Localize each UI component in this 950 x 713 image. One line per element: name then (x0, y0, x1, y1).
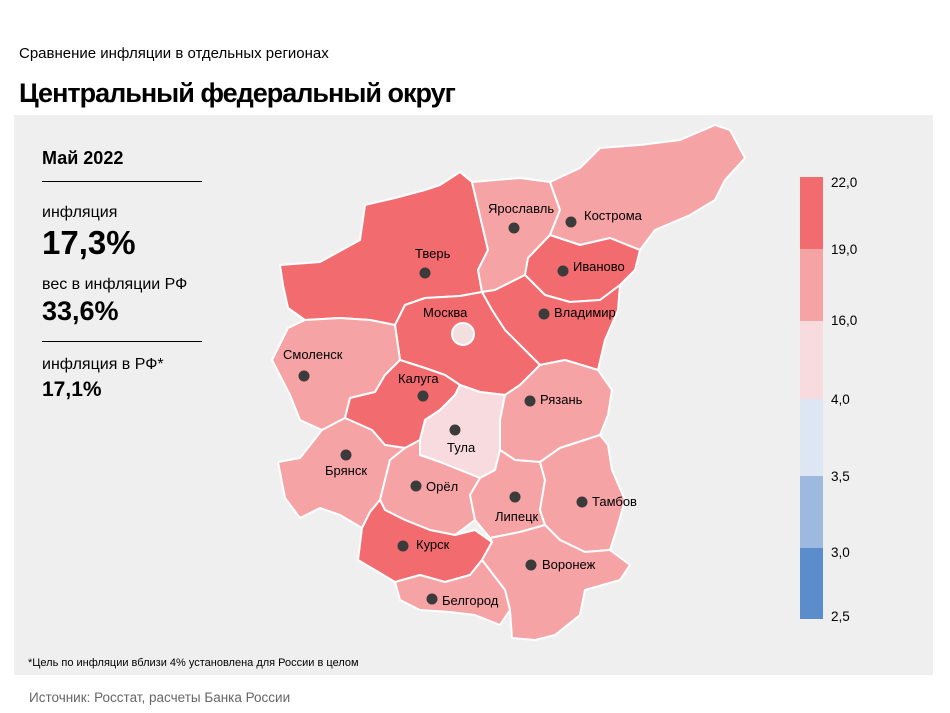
city-marker (576, 496, 588, 508)
city-marker (509, 491, 521, 503)
legend-tick: 19,0 (831, 242, 857, 257)
city-marker (426, 593, 438, 605)
city-lipetsk: Липецк (495, 491, 539, 524)
stats-block: Май 2022 инфляция 17,3% вес в инфляции Р… (42, 148, 202, 402)
city-marker (557, 265, 569, 277)
city-label: Курск (416, 537, 450, 552)
rf-inflation-value: 17,1% (42, 378, 102, 401)
city-label: Липецк (495, 509, 539, 524)
source-note: Источник: Росстат, расчеты Банка России (29, 690, 291, 705)
chart-title: Центральный федеральный округ (19, 78, 456, 108)
city-belgorod: Белгород (426, 593, 499, 608)
city-label: Тверь (415, 246, 451, 261)
city-smolensk: Смоленск (283, 347, 343, 382)
legend-tick: 4,0 (831, 392, 850, 407)
city-marker (417, 390, 429, 402)
city-label: Иваново (573, 259, 625, 274)
inflation-value: 17,3% (42, 224, 136, 261)
city-ryazan: Рязань (524, 392, 583, 407)
legend-bin-2-5-3 (800, 548, 823, 619)
city-marker (419, 267, 431, 279)
city-moscow: Москва (423, 305, 475, 346)
period-label: Май 2022 (42, 148, 202, 182)
city-marker (538, 308, 550, 320)
region-orel (379, 439, 481, 536)
legend-bin-3-3-5 (800, 476, 823, 548)
weight-value: 33,6% (42, 296, 119, 326)
legend-tick: 2,5 (831, 609, 850, 624)
city-label: Орёл (426, 479, 458, 494)
city-marker (410, 480, 422, 492)
city-label: Рязань (540, 392, 583, 407)
city-label: Тула (447, 440, 476, 455)
region-belgorod (394, 559, 511, 626)
city-marker (397, 540, 409, 552)
legend-tick: 16,0 (831, 313, 857, 328)
city-ivanovo: Иваново (557, 259, 625, 277)
region-tambov (539, 434, 626, 553)
city-label: Воронеж (542, 557, 596, 572)
inflation-label: инфляция (42, 204, 118, 221)
city-marker (525, 559, 537, 571)
city-orel: Орёл (410, 479, 458, 494)
city-marker (524, 395, 536, 407)
city-label: Смоленск (283, 347, 343, 362)
footnote: *Цель по инфляции вблизи 4% установлена … (28, 657, 359, 669)
city-kostroma: Кострома (565, 208, 643, 228)
city-marker (298, 370, 310, 382)
city-kaluga: Калуга (398, 371, 439, 402)
legend-scale: 22,0 19,0 16,0 4,0 3,5 3,0 2,5 (800, 175, 857, 624)
city-label: Ярославль (488, 201, 554, 216)
legend-bin-19-22 (800, 177, 823, 249)
chart-subtitle: Сравнение инфляции в отдельных регионах (19, 45, 329, 62)
legend-tick: 3,0 (831, 545, 850, 560)
stats-divider (42, 341, 202, 342)
city-vladimir: Владимир (538, 305, 616, 320)
city-label: Владимир (554, 305, 616, 320)
legend-bin-16-19 (800, 249, 823, 321)
city-label: Кострома (584, 208, 643, 223)
city-marker (565, 216, 577, 228)
legend-tick: 3,5 (831, 469, 850, 484)
city-yaroslavl: Ярославль (488, 201, 554, 234)
city-kursk: Курск (397, 537, 450, 552)
city-tula: Тула (447, 424, 476, 455)
city-label: Белгород (442, 593, 499, 608)
legend-tick: 22,0 (831, 175, 857, 190)
city-label: Москва (423, 305, 468, 320)
city-label: Брянск (325, 463, 367, 478)
city-label: Тамбов (592, 494, 637, 509)
rf-inflation-label: инфляция в РФ* (42, 356, 164, 373)
region-kostroma (549, 124, 746, 251)
city-tambov: Тамбов (576, 494, 637, 509)
legend-bin-4-16 (800, 321, 823, 399)
city-marker (449, 424, 461, 436)
city-marker (451, 322, 475, 346)
city-bryansk: Брянск (325, 449, 367, 478)
city-tver: Тверь (415, 246, 451, 279)
legend-bin-3-5-4 (800, 399, 823, 476)
city-label: Калуга (398, 371, 439, 386)
city-marker (340, 449, 352, 461)
weight-label: вес в инфляции РФ (42, 276, 188, 293)
city-voronezh: Воронеж (525, 557, 596, 572)
city-marker (508, 222, 520, 234)
